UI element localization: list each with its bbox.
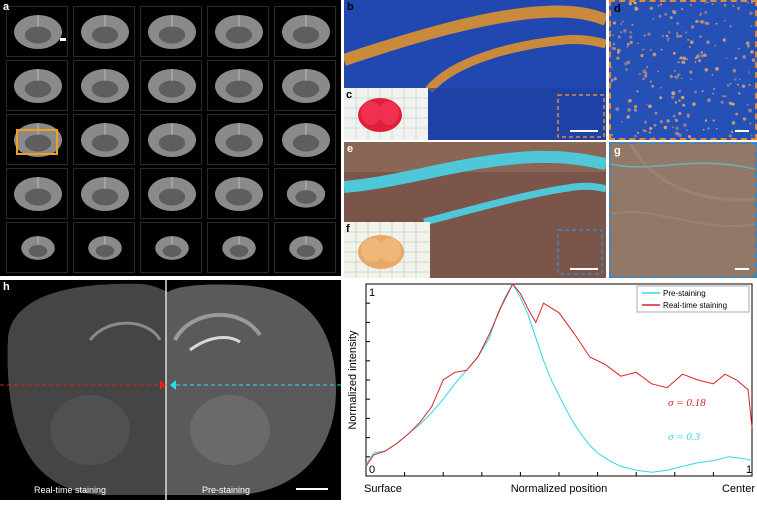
panel-label-e: e <box>347 143 354 155</box>
slice-cell <box>73 222 135 273</box>
panel-d-image <box>611 2 755 138</box>
slice-cell <box>140 168 202 219</box>
slice-cell <box>140 6 202 57</box>
slice-cell <box>6 114 68 165</box>
slice-cell <box>73 168 135 219</box>
slice-cell <box>207 222 269 273</box>
panel-label-f: f <box>346 223 350 235</box>
slice-cell <box>207 6 269 57</box>
panel-label-g: g <box>614 145 621 157</box>
panel-h-brain-section: h Real-time staining Pre-staining <box>0 280 341 500</box>
intensity-profile-chart: Normalized intensity Normalized position… <box>342 280 757 500</box>
panel-b-hippocampus-stained: b <box>344 0 606 140</box>
slice-cell <box>274 60 336 111</box>
slice-cell <box>140 60 202 111</box>
y-axis-label: Normalized intensity <box>347 330 359 430</box>
slice-cell <box>140 222 202 273</box>
brain-photo-stained <box>344 88 428 140</box>
x-tick-one: 1 <box>746 464 752 476</box>
scale-bar <box>60 38 66 41</box>
series-line-pre-staining <box>365 282 753 473</box>
scale-bar <box>735 268 749 270</box>
brain-photo-pre <box>344 222 430 278</box>
sigma-label-pre: σ = 0.3 <box>668 431 701 443</box>
panel-g-zoom-pre: g <box>609 142 757 278</box>
plot-frame <box>365 283 753 477</box>
slice-cell <box>6 168 68 219</box>
slice-cell <box>6 6 68 57</box>
slice-cell <box>274 168 336 219</box>
y-tick-one: 1 <box>369 287 375 299</box>
slice-cell <box>73 114 135 165</box>
panel-label-b: b <box>347 1 354 13</box>
chart-svg: Normalized intensity Normalized position… <box>347 282 755 495</box>
panel-label-d: d <box>614 3 621 15</box>
panel-g-image <box>611 144 755 276</box>
slice-cell <box>207 60 269 111</box>
slice-cell <box>207 114 269 165</box>
slice-cell <box>6 222 68 273</box>
orange-roi-box <box>16 129 58 155</box>
panel-label-c: c <box>346 89 353 101</box>
slice-cell <box>6 60 68 111</box>
panel-h-image <box>0 280 341 500</box>
x-axis-label: Normalized position <box>511 483 608 495</box>
caption-real-time-staining: Real-time staining <box>34 485 107 495</box>
chart-legend: Pre-staining Real-time staining <box>636 285 750 313</box>
x-tick-surface: Surface <box>364 483 402 495</box>
slice-cell <box>274 6 336 57</box>
legend-label-real: Real-time staining <box>663 301 727 310</box>
slice-cell <box>73 60 135 111</box>
slice-cell <box>140 114 202 165</box>
scale-bar <box>735 130 749 132</box>
slice-cell <box>274 114 336 165</box>
x-tick-center: Center <box>722 483 755 495</box>
panel-label-h: h <box>3 281 10 293</box>
panel-f-brain-photo: f <box>344 222 430 278</box>
corner-zero: 0 <box>369 464 375 476</box>
panel-a-slice-grid: a <box>0 0 341 276</box>
slice-cell <box>73 6 135 57</box>
sigma-label-real: σ = 0.18 <box>668 397 706 409</box>
panel-c-brain-photo: c <box>344 88 428 140</box>
panel-d-zoom-stained: d <box>609 0 757 140</box>
slice-cell <box>207 168 269 219</box>
series-line-real-time-staining <box>365 283 753 467</box>
panel-label-a: a <box>3 1 10 13</box>
slice-cell <box>274 222 336 273</box>
caption-pre-staining: Pre-staining <box>202 485 251 495</box>
legend-label-pre: Pre-staining <box>663 289 706 298</box>
